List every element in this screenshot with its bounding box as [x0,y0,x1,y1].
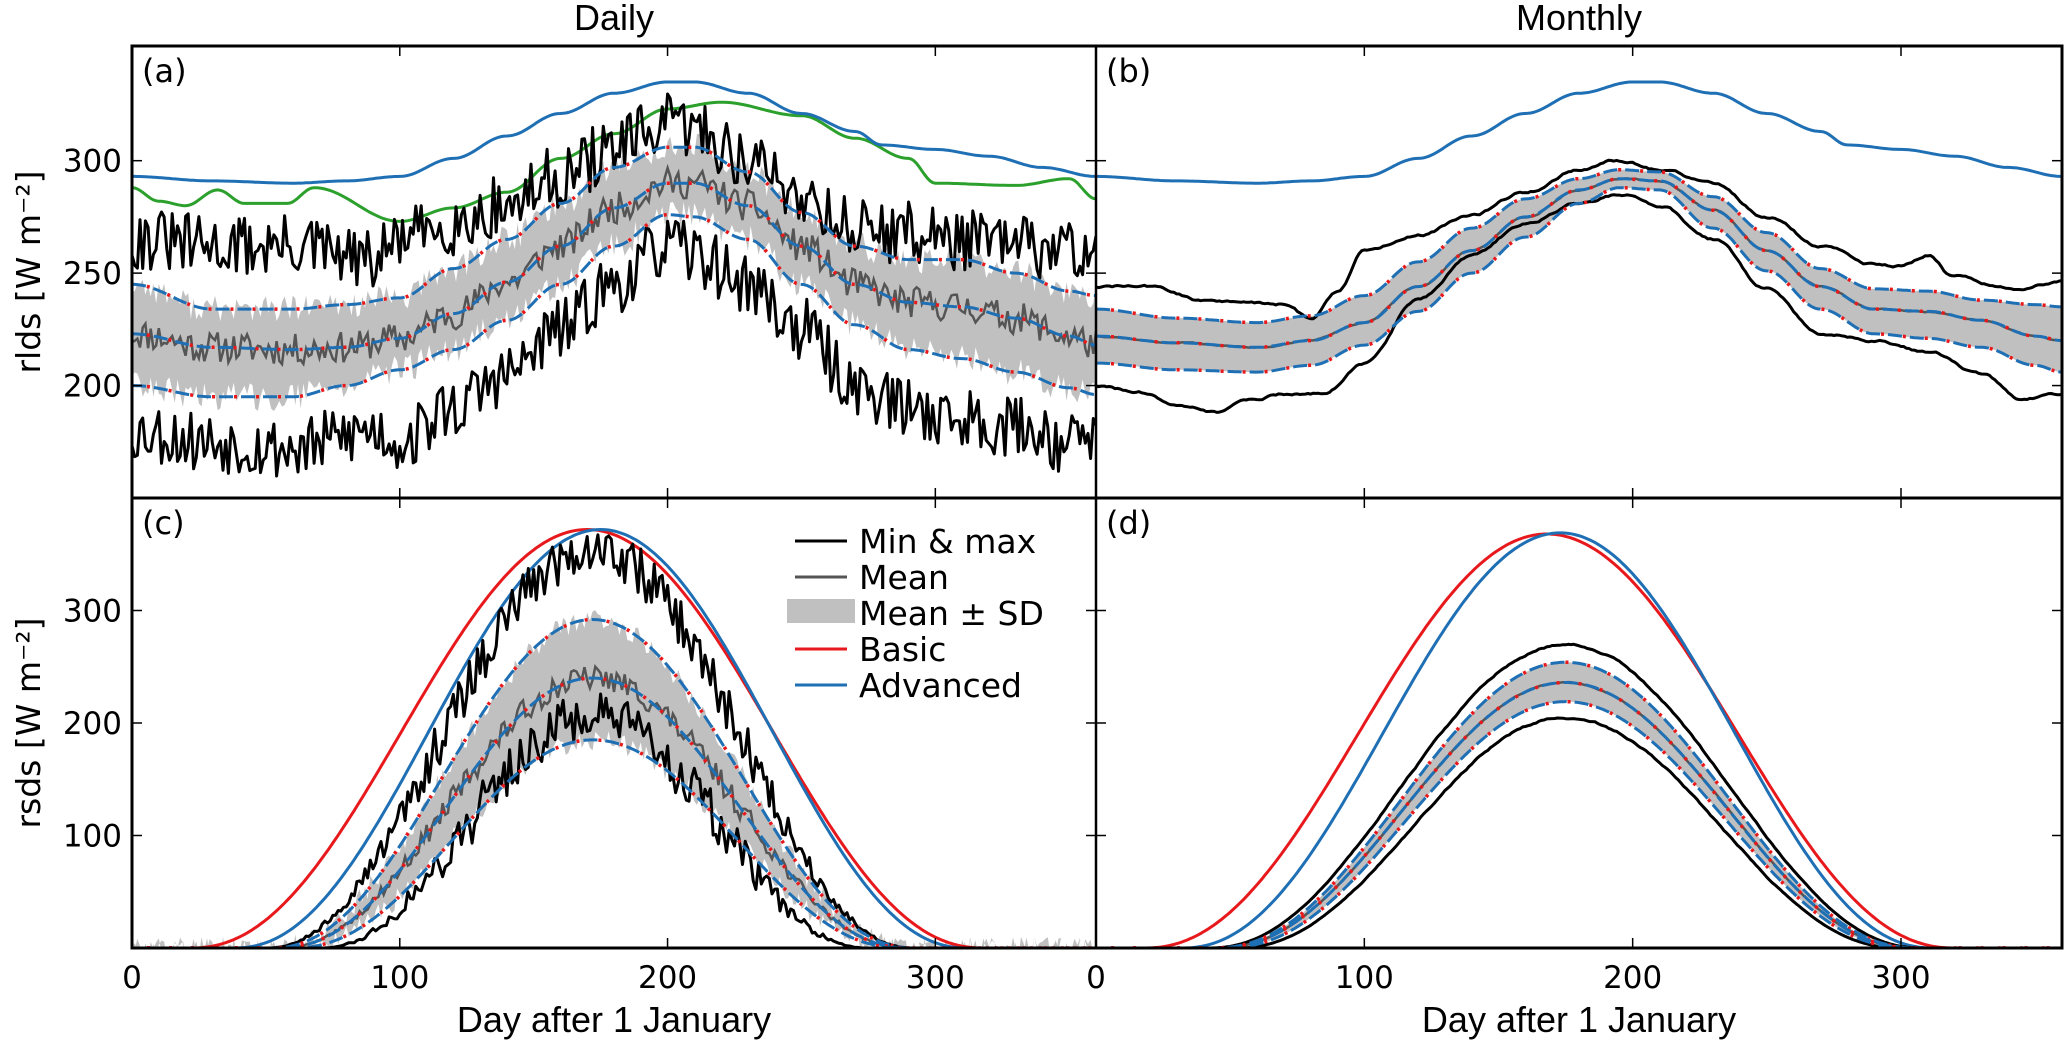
panel-b: (b) [1096,46,2062,498]
x-tick-label: 100 [1335,960,1394,996]
series-basic [132,527,1096,948]
legend-label: Mean [859,558,949,597]
series-mean [132,163,1096,368]
ticks-a: 200 250 300 [63,46,1096,498]
advanced-sd-lower [132,738,1096,948]
x-axis-label-right: Day after 1 January [1422,999,1736,1040]
series-advanced [1096,531,2062,948]
advanced-sd-upper [132,145,1096,311]
plot-area-b [1096,80,2062,414]
ticks-c: 100 200 300 0 100 200 300 [63,498,1096,996]
column-title-monthly: Monthly [1516,0,1642,38]
legend-label: Min & max [859,522,1036,561]
series-mean [1096,680,2062,948]
series-advanced [132,80,1096,185]
y-axis-label-rsds: rsds [W m⁻²] [9,617,48,828]
advanced-sd-upper [1096,168,2062,325]
x-tick-label: 200 [638,960,697,996]
plot-area-d [1096,531,2062,948]
basic-mean [1096,680,2062,948]
legend-swatch [787,599,855,623]
advanced-sd-lower [1096,700,2062,948]
panel-d: 0 100 200 300 (d) [1086,498,2062,996]
x-axis-label-left: Day after 1 January [457,999,771,1040]
series-min [132,692,1096,948]
x-tick-label: 200 [1603,960,1662,996]
y-tick-label: 100 [63,819,122,855]
y-tick-label: 250 [63,256,122,292]
y-tick-label: 200 [63,369,122,405]
x-tick-label: 300 [1871,960,1930,996]
legend-item-minmax: Min & max [795,522,1036,561]
plot-area-a [132,80,1096,478]
ticks-d: 0 100 200 300 [1086,498,2062,996]
legend-item-sd: Mean ± SD [787,594,1044,633]
column-title-daily: Daily [574,0,654,38]
column-titles: Daily Monthly [574,0,1642,38]
advanced-sd-upper [1096,660,2062,948]
series-advanced [1096,80,2062,185]
advanced-sd-lower [1096,186,2062,374]
sd-band [132,610,1096,948]
x-tick-label: 100 [370,960,429,996]
basic-sd-lower [132,738,1096,948]
series-min [1096,716,2062,948]
advanced-sd-lower [132,213,1096,399]
advanced-mean [1096,177,2062,349]
panel-a: 200 250 300 (a) [63,46,1096,498]
legend-item-advanced: Advanced [795,666,1022,705]
axis-labels: Day after 1 January Day after 1 January … [9,170,1736,1040]
panel-label-a: (a) [142,52,187,90]
y-axis-label-rlds: rlds [W m⁻²] [9,170,48,373]
legend-label: Advanced [859,666,1022,705]
advanced-mean [132,181,1096,352]
legend-item-mean: Mean [795,558,949,597]
legend-label: Mean ± SD [859,594,1044,633]
panel-label-c: (c) [142,504,185,542]
x-tick-label: 0 [1086,960,1106,996]
panel-label-b: (b) [1106,52,1151,90]
panel-label-d: (d) [1106,504,1151,542]
series-basic [1096,532,2062,948]
panel-c: 100 200 300 0 100 200 300 (c) [63,498,1096,996]
x-tick-label: 0 [122,960,142,996]
sd-band [132,133,1096,411]
basic-sd-upper [1096,660,2062,948]
series-min [132,219,1096,478]
y-tick-label: 300 [63,594,122,630]
ticks-b [1096,46,2062,498]
advanced-sd-upper [132,617,1096,948]
legend-label: Basic [859,630,946,669]
series-max [132,533,1096,948]
y-tick-label: 200 [63,706,122,742]
sd-band [1096,169,2062,373]
series-max [1096,158,2062,321]
figure-frame [130,44,2064,950]
advanced-mean [1096,681,2062,948]
series-green [132,100,1096,223]
x-tick-label: 300 [906,960,965,996]
legend-item-basic: Basic [795,630,946,669]
sd-band [1096,662,2062,948]
basic-sd-lower [1096,699,2062,948]
y-tick-label: 300 [63,144,122,180]
